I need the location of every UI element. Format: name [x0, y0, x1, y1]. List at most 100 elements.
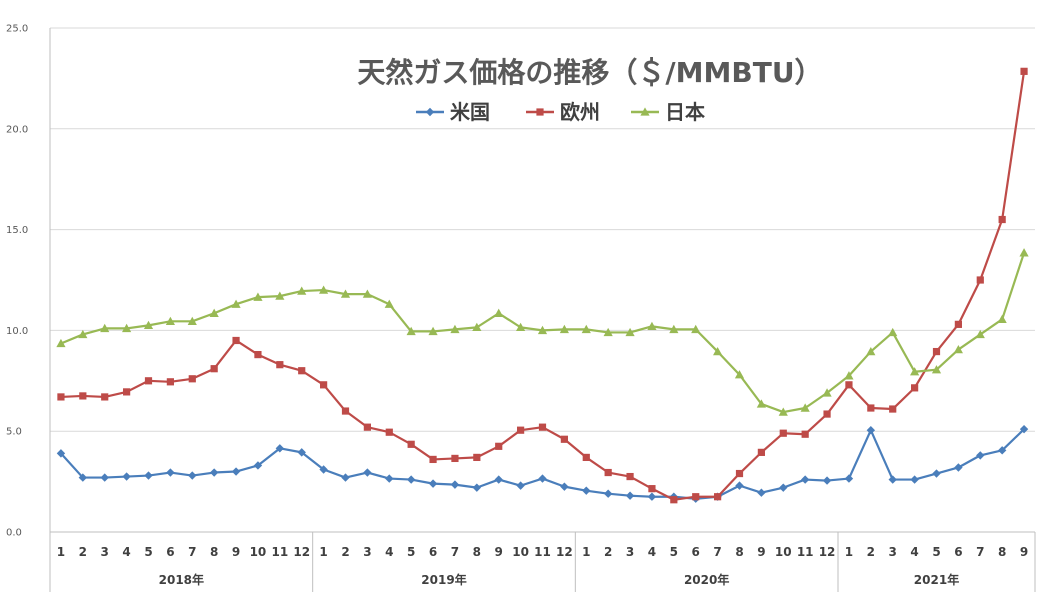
data-point	[953, 344, 963, 354]
data-point	[188, 471, 197, 480]
data-point	[713, 346, 723, 356]
data-point	[210, 365, 218, 373]
data-point	[450, 480, 460, 489]
data-point	[822, 388, 832, 397]
y-tick-label: 0.0	[6, 528, 22, 539]
data-point	[757, 448, 765, 456]
x-tick-label: 11	[797, 545, 814, 559]
data-point	[275, 444, 285, 453]
data-point	[341, 473, 350, 482]
year-label: 2018年	[159, 572, 204, 587]
x-tick-label: 5	[144, 545, 152, 559]
data-point	[451, 454, 459, 463]
data-point	[472, 483, 482, 492]
data-point	[276, 361, 284, 369]
x-tick-label: 5	[670, 545, 678, 559]
data-point	[56, 338, 66, 348]
data-point	[79, 392, 87, 400]
year-label: 2020年	[684, 572, 729, 587]
y-tick-label: 10.0	[6, 326, 28, 337]
x-tick-label: 4	[910, 545, 918, 559]
data-point	[472, 322, 482, 332]
x-tick-label: 3	[363, 545, 371, 559]
data-point	[122, 323, 132, 333]
data-point	[429, 455, 437, 464]
data-point	[801, 430, 809, 438]
data-point	[560, 435, 568, 443]
data-point	[911, 384, 919, 392]
data-point	[714, 493, 722, 501]
data-point	[450, 324, 460, 334]
data-point	[778, 407, 788, 416]
data-point	[975, 329, 985, 339]
x-tick-label: 4	[122, 545, 130, 559]
data-point	[363, 468, 372, 477]
data-point	[56, 449, 66, 458]
data-point	[976, 276, 984, 284]
series-3	[56, 248, 1029, 416]
x-tick-label: 1	[319, 545, 327, 559]
data-point	[516, 481, 525, 490]
x-tick-label: 9	[757, 545, 765, 559]
legend-marker	[640, 107, 650, 116]
legend-marker	[536, 108, 544, 116]
x-tick-label: 7	[188, 545, 196, 559]
data-point	[428, 326, 438, 336]
data-point	[253, 292, 263, 301]
legend-marker	[425, 107, 435, 117]
x-tick-label: 7	[976, 545, 984, 559]
y-tick-label: 5.0	[6, 427, 22, 438]
x-axis: 1 2 3 4 5 6 7 8 9 10 11 12 1 2 3 4 5 6 7 8 9 10 11 12 1 2 3 4 5 6 7 8 9 1…	[49, 531, 1036, 592]
data-point	[78, 473, 88, 482]
data-point	[100, 473, 109, 482]
data-point	[166, 378, 174, 386]
data-point	[560, 482, 569, 491]
data-point	[910, 367, 920, 376]
data-point	[669, 324, 679, 334]
x-tick-label: 3	[101, 545, 109, 559]
data-point	[757, 488, 766, 497]
x-tick-label: 6	[429, 545, 437, 559]
data-point	[648, 485, 656, 493]
data-point	[800, 475, 810, 484]
legend-label: 米国	[450, 100, 490, 124]
legend-item: 日本	[631, 100, 705, 124]
x-tick-label: 8	[210, 545, 218, 559]
data-point	[997, 446, 1007, 455]
data-point	[998, 215, 1006, 224]
x-tick-label: 2	[341, 545, 349, 559]
data-point	[231, 299, 241, 308]
data-point	[670, 496, 678, 504]
data-point	[297, 448, 306, 457]
data-point	[232, 336, 240, 345]
data-point	[581, 324, 591, 334]
data-point	[78, 329, 88, 339]
data-point	[822, 476, 832, 485]
data-point	[384, 299, 394, 308]
legend-item: 米国	[416, 100, 490, 124]
data-point	[867, 404, 875, 412]
data-point	[209, 308, 219, 317]
y-tick-label: 15.0	[6, 225, 28, 236]
data-point	[889, 405, 897, 413]
data-point	[735, 469, 744, 478]
data-point	[516, 322, 526, 332]
x-tick-label: 1	[57, 545, 65, 559]
x-tick-label: 11	[271, 545, 288, 559]
data-point	[319, 285, 329, 294]
x-tick-label: 9	[1020, 545, 1028, 559]
x-tick-label: 2	[867, 545, 875, 559]
x-tick-label: 6	[954, 545, 962, 559]
data-point	[253, 461, 263, 470]
data-point	[517, 426, 525, 434]
data-point	[538, 474, 547, 483]
data-point	[320, 381, 328, 389]
data-point	[603, 327, 613, 337]
data-point	[1020, 67, 1028, 75]
data-point	[298, 367, 306, 375]
x-tick-label: 8	[473, 545, 481, 559]
data-point	[209, 468, 219, 477]
data-point	[385, 474, 394, 483]
x-tick-label: 6	[692, 545, 700, 559]
data-point	[144, 471, 153, 480]
